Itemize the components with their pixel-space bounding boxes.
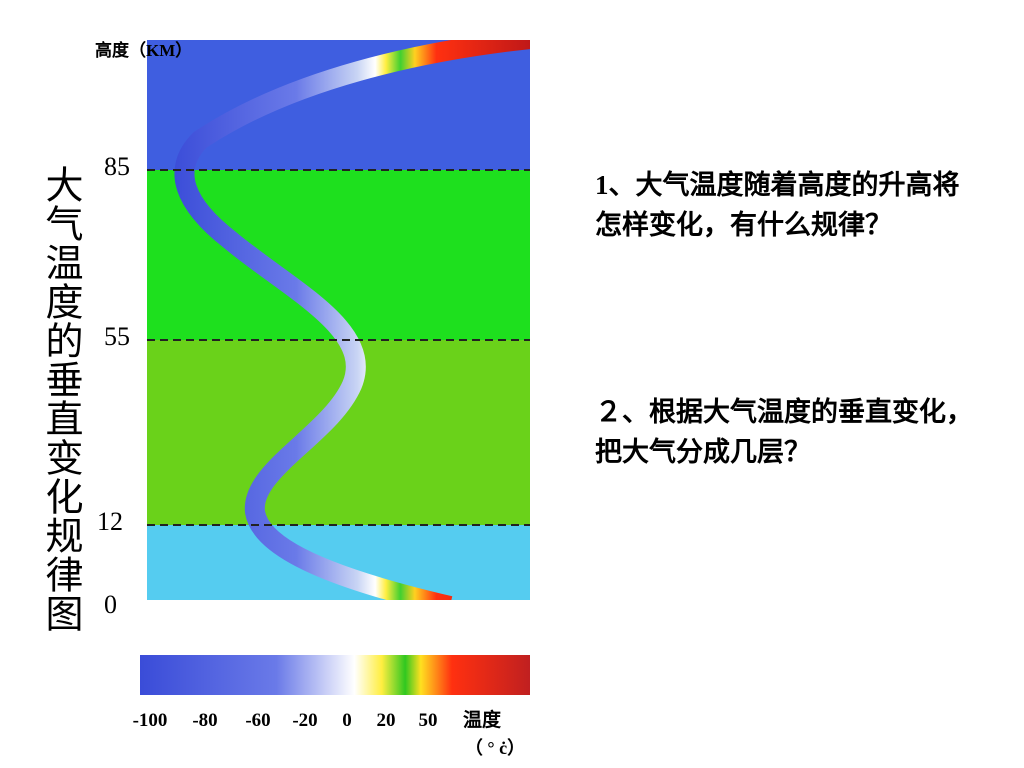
band [147,525,530,600]
scale-label: -100 [133,710,168,731]
altitude-label: 85 [104,152,130,181]
vertical-title: 大气温度的垂直变化规律图 [39,165,81,633]
altitude-label: 12 [97,507,123,536]
unit: （ ° ċ） [465,738,525,758]
scale-label: 温度 [463,708,502,731]
temperature-curve [174,40,530,600]
scale-label: -60 [245,710,270,731]
color-scale [140,655,530,695]
question: 1、大气温度随着高度的升高将怎样变化，有什么规律？ [595,170,960,240]
scale-label: -20 [292,710,317,731]
band [147,340,530,525]
band [147,40,530,170]
altitude-label: 55 [104,322,130,351]
band [147,170,530,340]
altitude-label: 0 [104,590,117,619]
scale-label: 50 [419,710,438,731]
scale-label: -80 [192,710,217,731]
scale-label: 20 [377,710,396,731]
scale-label: 0 [342,710,352,731]
axis-label: 高度（KM） [95,40,192,60]
question: ２、根据大气温度的垂直变化，把大气分成几层？ [595,397,973,467]
